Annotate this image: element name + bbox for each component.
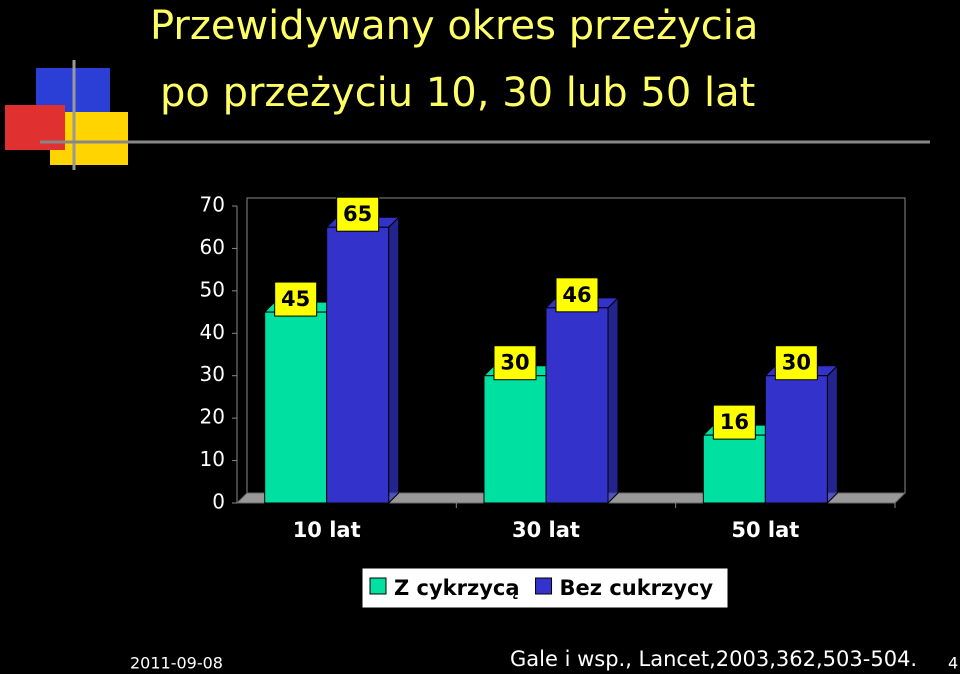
y-tick-label: 10	[200, 447, 225, 471]
legend-label: Bez cukrzycy	[560, 576, 714, 600]
value-label: 46	[562, 283, 591, 307]
source: Gale i wsp., Lancet,2003,362,503-504.	[510, 647, 917, 671]
title: Przewidywany okres przeżycia	[150, 3, 758, 49]
legend-swatch	[535, 577, 553, 595]
y-tick-label: 20	[200, 405, 225, 429]
value-label-box	[336, 196, 380, 232]
y-tick-label: 70	[200, 193, 225, 217]
value-label-box	[712, 404, 756, 440]
y-tick-label: 40	[200, 320, 225, 344]
subtitle: po przeżyciu 10, 30 lub 50 lat	[160, 70, 755, 116]
value-label: 30	[500, 351, 529, 375]
bar	[545, 307, 609, 504]
bar	[702, 434, 766, 504]
bar	[483, 375, 547, 504]
bar-side	[826, 364, 838, 505]
bar-side	[607, 296, 619, 505]
bar-side	[388, 216, 400, 505]
bar	[264, 311, 328, 504]
value-label-box	[274, 281, 318, 317]
y-tick-label: 50	[200, 277, 225, 301]
x-tick-label: 10 lat	[293, 518, 361, 542]
value-label: 45	[281, 287, 310, 311]
date: 2011-09-08	[130, 654, 223, 673]
value-label-box	[555, 277, 599, 313]
bar	[764, 375, 828, 504]
bar	[326, 226, 390, 504]
y-tick-label: 30	[200, 362, 225, 386]
legend-swatch	[369, 577, 387, 595]
y-tick-label: 60	[200, 235, 225, 259]
y-tick-label: 0	[212, 490, 225, 514]
value-label: 16	[720, 410, 749, 434]
value-label-box	[493, 345, 537, 381]
value-label: 65	[343, 202, 372, 226]
legend-label: Z cykrzycą	[394, 576, 520, 600]
value-label: 30	[782, 351, 811, 375]
value-label-box	[774, 345, 818, 381]
page-number: 4	[948, 654, 958, 673]
x-tick-label: 30 lat	[512, 518, 580, 542]
x-tick-label: 50 lat	[731, 518, 799, 542]
